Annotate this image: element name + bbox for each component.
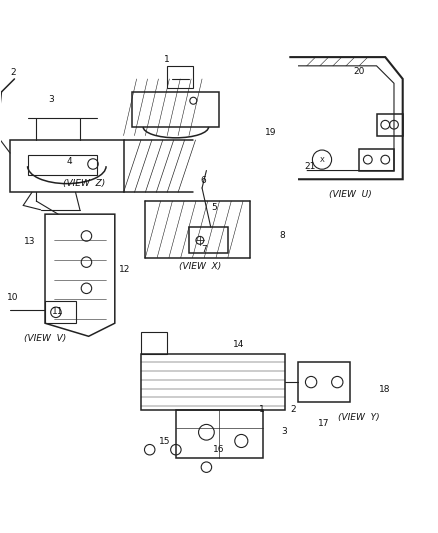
Text: 19: 19: [265, 127, 276, 136]
Text: (VIEW  U): (VIEW U): [328, 190, 371, 199]
Text: 6: 6: [200, 176, 205, 185]
Text: (VIEW  Y): (VIEW Y): [338, 413, 379, 422]
Text: 17: 17: [317, 419, 328, 428]
Text: 3: 3: [281, 427, 286, 436]
Text: 7: 7: [201, 245, 207, 254]
Text: 3: 3: [49, 95, 54, 104]
Text: 15: 15: [159, 438, 170, 446]
Text: 18: 18: [378, 385, 389, 394]
Text: X: X: [319, 157, 324, 163]
Text: 11: 11: [51, 307, 63, 316]
Text: 12: 12: [118, 264, 130, 273]
Text: (VIEW  V): (VIEW V): [24, 334, 66, 343]
Text: 8: 8: [279, 231, 284, 240]
Text: (VIEW  X): (VIEW X): [178, 262, 220, 271]
Text: 1: 1: [164, 55, 170, 64]
Text: 14: 14: [233, 340, 244, 349]
Text: 4: 4: [66, 157, 72, 166]
Text: 2: 2: [11, 68, 16, 77]
Text: 21: 21: [304, 161, 315, 171]
Text: 16: 16: [212, 445, 224, 454]
Text: 20: 20: [353, 67, 364, 76]
Text: 5: 5: [211, 203, 217, 212]
Text: 2: 2: [290, 405, 295, 414]
Text: 10: 10: [7, 293, 18, 302]
Text: 13: 13: [24, 237, 35, 246]
Text: 1: 1: [259, 405, 265, 414]
Text: (VIEW  Z): (VIEW Z): [63, 179, 105, 188]
